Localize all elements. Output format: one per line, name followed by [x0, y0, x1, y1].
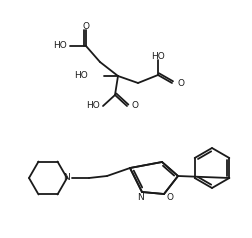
Text: O: O [82, 22, 89, 31]
Text: HO: HO [86, 101, 100, 110]
Text: HO: HO [74, 71, 88, 80]
Text: N: N [138, 193, 144, 203]
Text: O: O [177, 79, 184, 88]
Text: O: O [131, 101, 138, 110]
Text: N: N [64, 174, 70, 183]
Text: HO: HO [53, 41, 67, 50]
Text: O: O [167, 193, 173, 203]
Text: HO: HO [151, 52, 165, 61]
